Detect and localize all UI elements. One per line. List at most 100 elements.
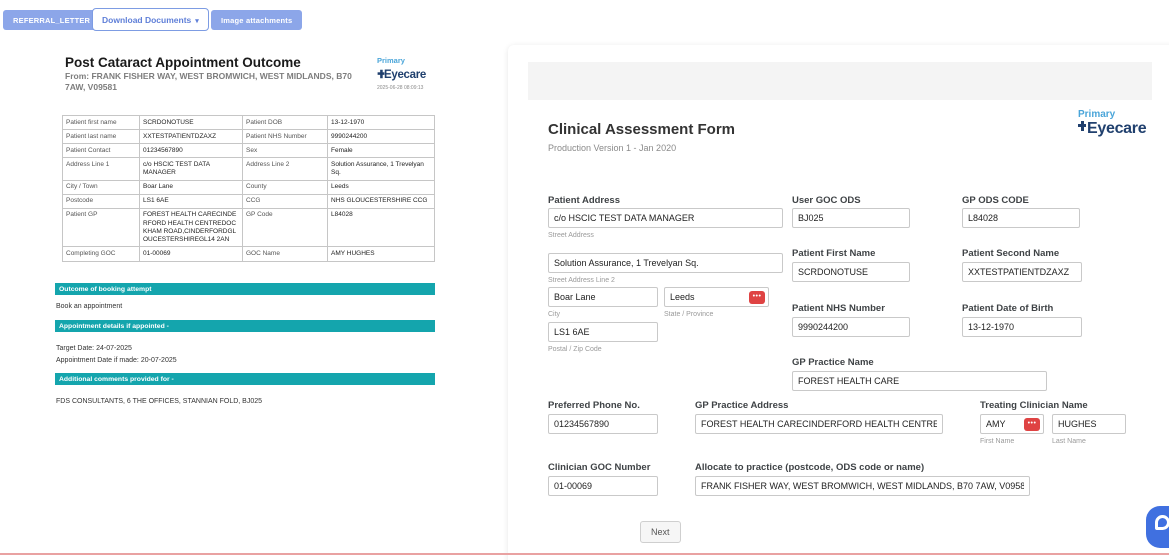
section-header-appointment: Appointment details if appointed - bbox=[55, 320, 435, 332]
next-button[interactable]: Next bbox=[640, 521, 681, 543]
cell-label: GOC Name bbox=[242, 246, 328, 262]
autofill-badge-icon[interactable]: ••• bbox=[1024, 417, 1040, 431]
state-province-helper: State / Province bbox=[664, 311, 714, 318]
cell-label: Patient DOB bbox=[242, 114, 328, 131]
user-goc-ods-input[interactable] bbox=[792, 208, 910, 228]
patient-first-name-label: Patient First Name bbox=[792, 248, 876, 259]
cell-label: Patient Contact bbox=[62, 143, 140, 159]
street-address-2-helper: Street Address Line 2 bbox=[548, 277, 615, 284]
table-row: Patient GP FOREST HEALTH CARECINDERFORD … bbox=[62, 207, 435, 248]
logo-primary-text: Primary bbox=[377, 56, 405, 65]
patient-dob-input[interactable] bbox=[962, 317, 1082, 337]
form-subtitle: Production Version 1 - Jan 2020 bbox=[548, 143, 677, 153]
chat-button[interactable] bbox=[1146, 506, 1169, 548]
cross-icon bbox=[1078, 121, 1088, 134]
patient-first-name-input[interactable] bbox=[792, 262, 910, 282]
cell-label: Patient last name bbox=[62, 129, 140, 145]
cell-label: Postcode bbox=[62, 193, 140, 209]
street-address-2-input[interactable] bbox=[548, 253, 783, 273]
table-row: City / Town Boar Lane County Leeds bbox=[62, 179, 435, 195]
form-title: Clinical Assessment Form bbox=[548, 121, 736, 138]
cell-label: Patient NHS Number bbox=[242, 129, 328, 145]
table-row: Completing GOC 01-00069 GOC Name AMY HUG… bbox=[62, 246, 435, 262]
city-input[interactable] bbox=[548, 287, 658, 307]
appointment-date-text: Appointment Date if made: 20-07-2025 bbox=[56, 357, 177, 364]
cell-label: Patient GP bbox=[62, 207, 140, 248]
postal-code-helper: Postal / Zip Code bbox=[548, 346, 602, 353]
cell-value: 01234567890 bbox=[139, 143, 243, 159]
cell-value: 9990244200 bbox=[327, 129, 435, 145]
image-attachments-button[interactable]: Image attachments bbox=[211, 10, 303, 30]
gp-practice-name-input[interactable] bbox=[792, 371, 1047, 391]
cell-label: Completing GOC bbox=[62, 246, 140, 262]
cell-value: XXTESTPATIENTDZAXZ bbox=[139, 129, 243, 145]
download-documents-label: Download Documents bbox=[102, 14, 192, 25]
patient-nhs-number-input[interactable] bbox=[792, 317, 910, 337]
treating-clinician-label: Treating Clinician Name bbox=[980, 400, 1088, 411]
comments-body-text: FDS CONSULTANTS, 6 THE OFFICES, STANNIAN… bbox=[56, 398, 263, 405]
patient-dob-label: Patient Date of Birth bbox=[962, 303, 1054, 314]
chevron-down-icon: ▾ bbox=[195, 17, 199, 25]
section-header-comments: Additional comments provided for - bbox=[55, 373, 435, 385]
postal-code-input[interactable] bbox=[548, 322, 658, 342]
referral-letter-button[interactable]: REFERRAL_LETTER bbox=[3, 10, 101, 30]
state-province-input[interactable] bbox=[664, 287, 769, 307]
cell-value: 01-00069 bbox=[139, 246, 243, 262]
table-row: Patient Contact 01234567890 Sex Female bbox=[62, 143, 435, 159]
gp-ods-code-label: GP ODS CODE bbox=[962, 195, 1029, 206]
cell-value: Boar Lane bbox=[139, 179, 243, 195]
table-row: Address Line 1 c/o HSCIC TEST DATA MANAG… bbox=[62, 157, 435, 181]
logo-eyecare-text: Eyecare bbox=[384, 68, 427, 81]
cell-label: Address Line 1 bbox=[62, 157, 140, 181]
section-header-outcome: Outcome of booking attempt bbox=[55, 283, 435, 295]
cell-value: SCRDONOTUSE bbox=[139, 114, 243, 131]
document-from-address: From: FRANK FISHER WAY, WEST BROMWICH, W… bbox=[65, 71, 352, 93]
outcome-body-text: Book an appointment bbox=[56, 303, 123, 310]
form-logo: Primary Eyecare bbox=[1078, 110, 1147, 138]
chat-icon bbox=[1155, 515, 1169, 530]
bottom-divider bbox=[0, 553, 1169, 555]
cell-label: County bbox=[242, 179, 328, 195]
clinician-last-name-helper: Last Name bbox=[1052, 438, 1086, 445]
gp-practice-address-input[interactable] bbox=[695, 414, 943, 434]
clinician-goc-input[interactable] bbox=[548, 476, 658, 496]
clinician-goc-label: Clinician GOC Number bbox=[548, 462, 651, 473]
card-banner bbox=[528, 62, 1152, 100]
document-logo: Primary Eyecare 2025-06-28 08:09:13 bbox=[377, 57, 437, 91]
street-address-helper: Street Address bbox=[548, 232, 594, 239]
cell-value: LS1 6AE bbox=[139, 193, 243, 209]
cell-value: 13-12-1970 bbox=[327, 114, 435, 131]
cell-label: Sex bbox=[242, 143, 328, 159]
gp-ods-code-input[interactable] bbox=[962, 208, 1080, 228]
cell-value: NHS GLOUCESTERSHIRE CCG bbox=[327, 193, 435, 209]
table-row: Patient first name SCRDONOTUSE Patient D… bbox=[62, 114, 435, 131]
preferred-phone-label: Preferred Phone No. bbox=[548, 400, 640, 411]
patient-second-name-input[interactable] bbox=[962, 262, 1082, 282]
clinical-assessment-card: Clinical Assessment Form Production Vers… bbox=[508, 45, 1169, 560]
gp-practice-address-label: GP Practice Address bbox=[695, 400, 789, 411]
clinician-first-name-helper: First Name bbox=[980, 438, 1015, 445]
clinician-last-name-input[interactable] bbox=[1052, 414, 1126, 434]
cell-label: CCG bbox=[242, 193, 328, 209]
cell-value: L84028 bbox=[327, 207, 435, 248]
patient-details-table: Patient first name SCRDONOTUSE Patient D… bbox=[62, 114, 435, 262]
cell-label: Patient first name bbox=[62, 114, 140, 131]
city-helper: City bbox=[548, 311, 561, 318]
preferred-phone-input[interactable] bbox=[548, 414, 658, 434]
document-panel: Post Cataract Appointment Outcome From: … bbox=[55, 50, 437, 425]
cell-label: GP Code bbox=[242, 207, 328, 248]
street-address-input[interactable] bbox=[548, 208, 783, 228]
patient-nhs-number-label: Patient NHS Number bbox=[792, 303, 885, 314]
download-documents-button[interactable]: Download Documents ▾ bbox=[92, 8, 209, 31]
table-row: Patient last name XXTESTPATIENTDZAXZ Pat… bbox=[62, 129, 435, 145]
cross-icon bbox=[377, 69, 385, 78]
allocate-practice-input[interactable] bbox=[695, 476, 1030, 496]
cell-label: City / Town bbox=[62, 179, 140, 195]
cell-value: Female bbox=[327, 143, 435, 159]
autofill-badge-icon[interactable]: ••• bbox=[749, 290, 765, 304]
allocate-practice-label: Allocate to practice (postcode, ODS code… bbox=[695, 462, 925, 473]
patient-second-name-label: Patient Second Name bbox=[962, 248, 1060, 259]
cell-value: Solution Assurance, 1 Trevelyan Sq. bbox=[327, 157, 435, 181]
patient-address-label: Patient Address bbox=[548, 195, 620, 206]
cell-value: Leeds bbox=[327, 179, 435, 195]
